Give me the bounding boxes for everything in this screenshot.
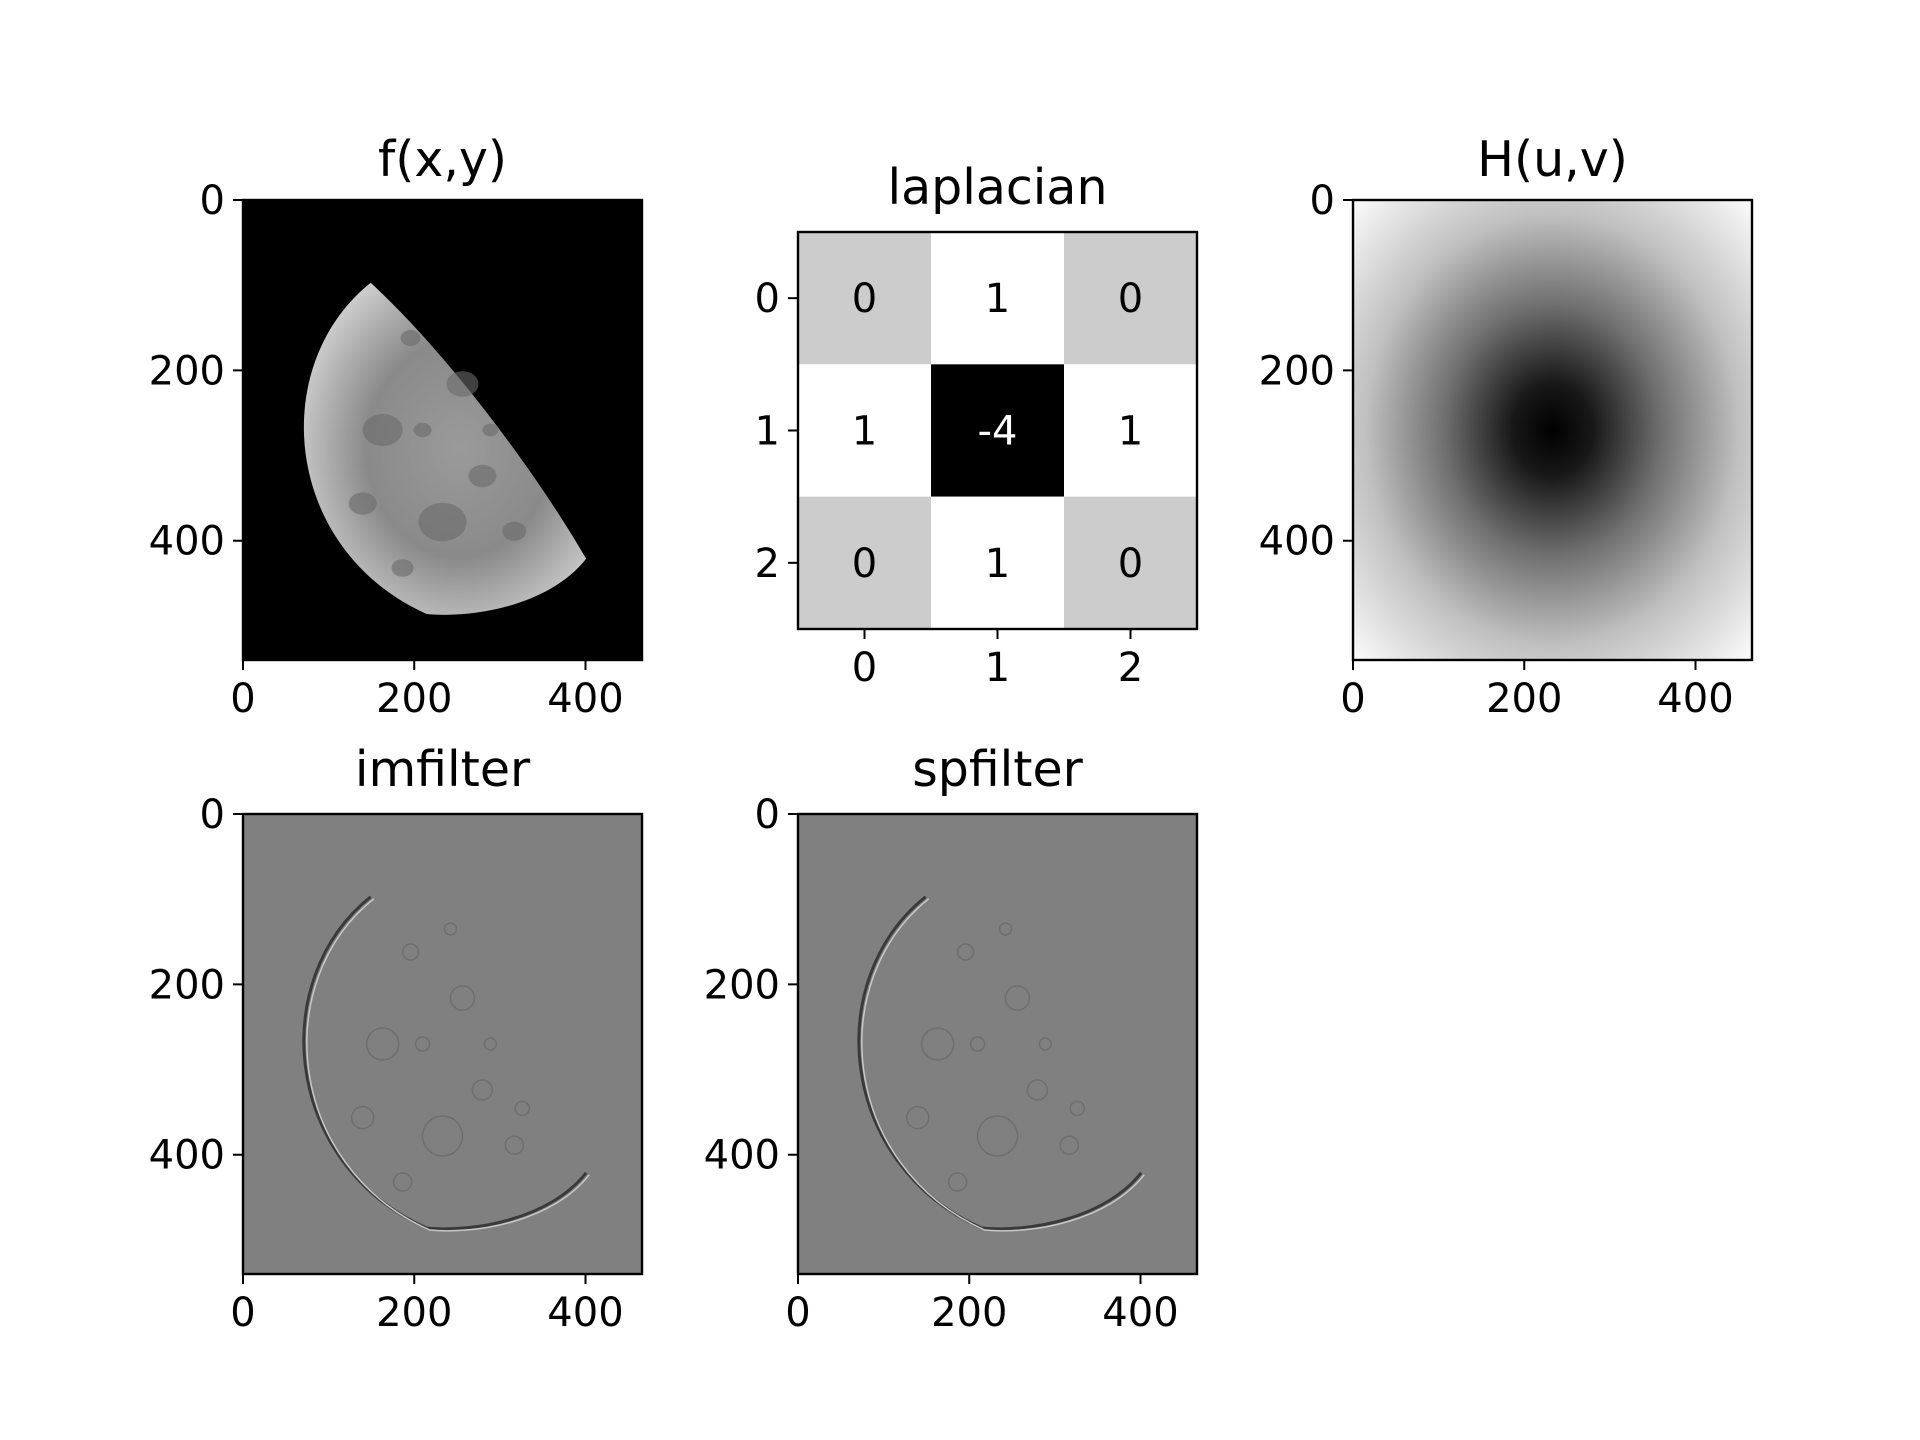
y-tick-label: 200 (704, 962, 780, 1008)
y-tick-label: 2 (755, 541, 780, 587)
subplot-title: H(u,v) (1477, 131, 1628, 188)
y-tick-label: 400 (1259, 519, 1335, 565)
axes-frame (241, 198, 644, 662)
x-tick-label: 400 (1657, 676, 1733, 722)
subplot-1: f(x,y) 0 200 400 0 200 400 (149, 131, 644, 722)
x-tick-label: 200 (376, 1290, 452, 1336)
cell-label: 1 (985, 541, 1010, 587)
x-tick-label: 2 (1118, 645, 1143, 691)
heatmap-cell (1064, 364, 1197, 497)
image-background (243, 814, 642, 1274)
heatmap-cell (1064, 232, 1197, 365)
moon-image (303, 282, 587, 615)
y-tick-label: 0 (200, 792, 225, 838)
x-tick-label: 0 (852, 645, 877, 691)
subplot-title: f(x,y) (378, 131, 507, 188)
x-tick-label: 200 (376, 676, 452, 722)
axes-frame (796, 812, 1199, 1276)
heatmap-cell (1064, 496, 1197, 629)
heatmap-cell (931, 496, 1064, 629)
y-tick-label: 400 (149, 519, 225, 565)
image-background (798, 814, 1197, 1274)
x-tick-label: 0 (785, 1290, 810, 1336)
cell-label: 1 (1118, 409, 1143, 455)
heatmap-cell (931, 232, 1064, 365)
cell-label: 0 (852, 276, 877, 322)
cell-label: -4 (978, 409, 1018, 455)
x-tick-label: 0 (230, 1290, 255, 1336)
x-tick-label: 1 (985, 645, 1010, 691)
y-tick-label: 200 (149, 348, 225, 394)
heatmap-cell (798, 364, 931, 497)
y-tick-label: 0 (755, 792, 780, 838)
cell-label: 0 (1118, 541, 1143, 587)
x-tick-label: 200 (1486, 676, 1562, 722)
y-tick-label: 400 (704, 1133, 780, 1179)
cell-label: 1 (985, 276, 1010, 322)
y-tick-label: 1 (755, 409, 780, 455)
cell-label: 0 (1118, 276, 1143, 322)
subplot-title: laplacian (887, 159, 1107, 216)
axes-frame (241, 812, 644, 1276)
frequency-image (1353, 200, 1752, 660)
x-tick-label: 400 (1102, 1290, 1178, 1336)
subplot-3: H(u,v) 0 200 400 0 200 400 (1259, 131, 1754, 722)
x-tick-label: 200 (931, 1290, 1007, 1336)
cell-label: 1 (852, 409, 877, 455)
x-tick-label: 400 (547, 676, 623, 722)
subplot-title: imfilter (355, 741, 531, 798)
y-tick-label: 200 (1259, 348, 1335, 394)
edge-image (857, 895, 1145, 1232)
subplot-5: spfilter 0 200 400 0 200 400 (704, 741, 1199, 1336)
subplot-4: imfilter 0 200 400 0 200 400 (149, 741, 644, 1336)
x-tick-label: 0 (230, 676, 255, 722)
x-tick-label: 400 (547, 1290, 623, 1336)
y-tick-label: 0 (1310, 178, 1335, 224)
y-tick-label: 0 (200, 178, 225, 224)
heatmap-cell (798, 232, 931, 365)
heatmap-cell (798, 496, 931, 629)
heatmap-cell (931, 364, 1064, 497)
y-tick-label: 400 (149, 1133, 225, 1179)
y-tick-label: 200 (149, 962, 225, 1008)
edge-image (302, 895, 590, 1232)
cell-label: 0 (852, 541, 877, 587)
subplot-2: 0 1 0 1 -4 1 0 1 0 laplacian 0 1 2 0 1 2 (755, 159, 1199, 691)
axes-frame (1351, 198, 1754, 662)
x-tick-label: 0 (1340, 676, 1365, 722)
y-tick-label: 0 (755, 276, 780, 322)
subplot-title: spfilter (912, 741, 1083, 798)
